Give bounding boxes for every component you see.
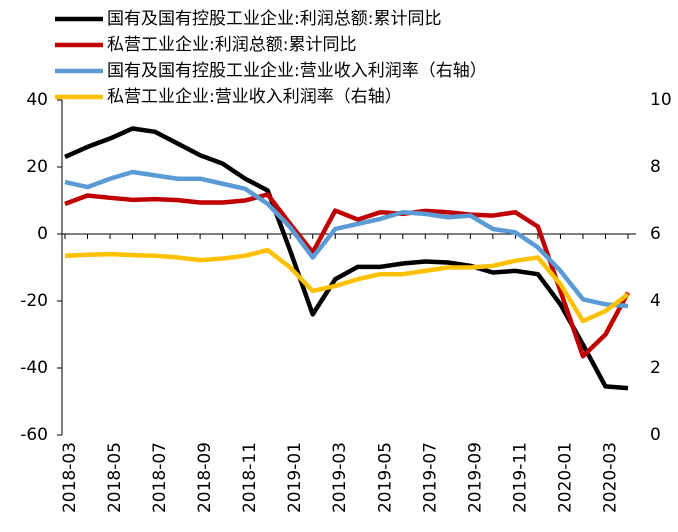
- x-tick-label: 2020-03: [600, 442, 620, 513]
- series-line: [64, 126, 629, 391]
- y-tick-label: 20: [26, 157, 48, 177]
- y2-tick-label: 4: [650, 291, 661, 311]
- x-tick-label: 2019-07: [420, 442, 440, 513]
- y-tick-label: -40: [20, 358, 48, 378]
- y2-tick-label: 10: [650, 90, 672, 110]
- y2-tick-label: 6: [650, 224, 661, 244]
- y2-tick-label: 8: [650, 157, 661, 177]
- x-tick-label: 2018-03: [60, 442, 80, 513]
- legend-label: 国有及国有控股工业企业:利润总额:累计同比: [107, 9, 441, 29]
- x-tick-label: 2018-05: [105, 442, 125, 513]
- x-tick-label: 2019-01: [285, 442, 305, 513]
- y2-tick-label: 2: [650, 358, 661, 378]
- y-tick-label: -20: [20, 291, 48, 311]
- y-tick-label: -60: [20, 425, 48, 445]
- legend-label: 私营工业企业:营业收入利润率（右轴）: [107, 87, 402, 107]
- series-line: [64, 169, 629, 309]
- series-line: [64, 192, 630, 359]
- y-tick-label: 40: [26, 90, 48, 110]
- x-tick-label: 2019-09: [465, 442, 485, 513]
- y2-tick-label: 0: [650, 425, 661, 445]
- x-tick-label: 2018-07: [150, 442, 170, 513]
- y-tick-label: 0: [37, 224, 48, 244]
- series-line: [64, 247, 630, 324]
- legend-label: 国有及国有控股工业企业:营业收入利润率（右轴）: [107, 61, 487, 81]
- legend-label: 私营工业企业:利润总额:累计同比: [107, 35, 356, 55]
- x-tick-label: 2018-09: [195, 442, 215, 513]
- x-tick-label: 2019-11: [510, 442, 530, 513]
- x-tick-label: 2019-05: [375, 442, 395, 513]
- x-tick-label: 2019-03: [330, 442, 350, 513]
- x-tick-label: 2018-11: [240, 442, 260, 513]
- x-tick-label: 2020-01: [555, 442, 575, 513]
